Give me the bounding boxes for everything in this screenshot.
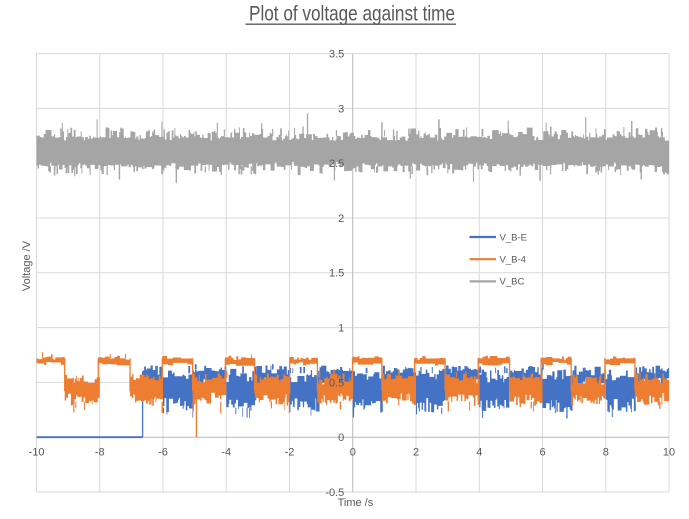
svg-text:Plot of voltage against time: Plot of voltage against time bbox=[249, 3, 455, 26]
svg-text:8: 8 bbox=[603, 447, 609, 459]
svg-text:10: 10 bbox=[663, 447, 675, 459]
svg-text:-2: -2 bbox=[285, 447, 295, 459]
svg-text:0: 0 bbox=[338, 432, 344, 444]
svg-text:3.5: 3.5 bbox=[329, 49, 344, 61]
svg-text:Voltage /V: Voltage /V bbox=[21, 240, 33, 291]
svg-text:1: 1 bbox=[338, 323, 344, 335]
svg-text:2: 2 bbox=[338, 213, 344, 225]
svg-text:Time /s: Time /s bbox=[338, 497, 374, 509]
svg-text:V_B-E: V_B-E bbox=[500, 232, 527, 243]
svg-text:-10: -10 bbox=[29, 447, 45, 459]
svg-text:-6: -6 bbox=[158, 447, 168, 459]
svg-text:2.5: 2.5 bbox=[329, 158, 344, 170]
svg-text:-8: -8 bbox=[95, 447, 105, 459]
svg-text:V_BC: V_BC bbox=[500, 277, 525, 288]
svg-text:V_B-4: V_B-4 bbox=[500, 255, 526, 266]
svg-text:4: 4 bbox=[476, 447, 482, 459]
svg-text:-4: -4 bbox=[221, 447, 231, 459]
svg-text:1.5: 1.5 bbox=[329, 268, 344, 280]
svg-text:3: 3 bbox=[338, 103, 344, 115]
svg-text:0: 0 bbox=[350, 447, 356, 459]
svg-text:2: 2 bbox=[413, 447, 419, 459]
svg-text:6: 6 bbox=[539, 447, 545, 459]
svg-text:-0.5: -0.5 bbox=[325, 487, 344, 499]
svg-text:0.5: 0.5 bbox=[329, 377, 344, 389]
